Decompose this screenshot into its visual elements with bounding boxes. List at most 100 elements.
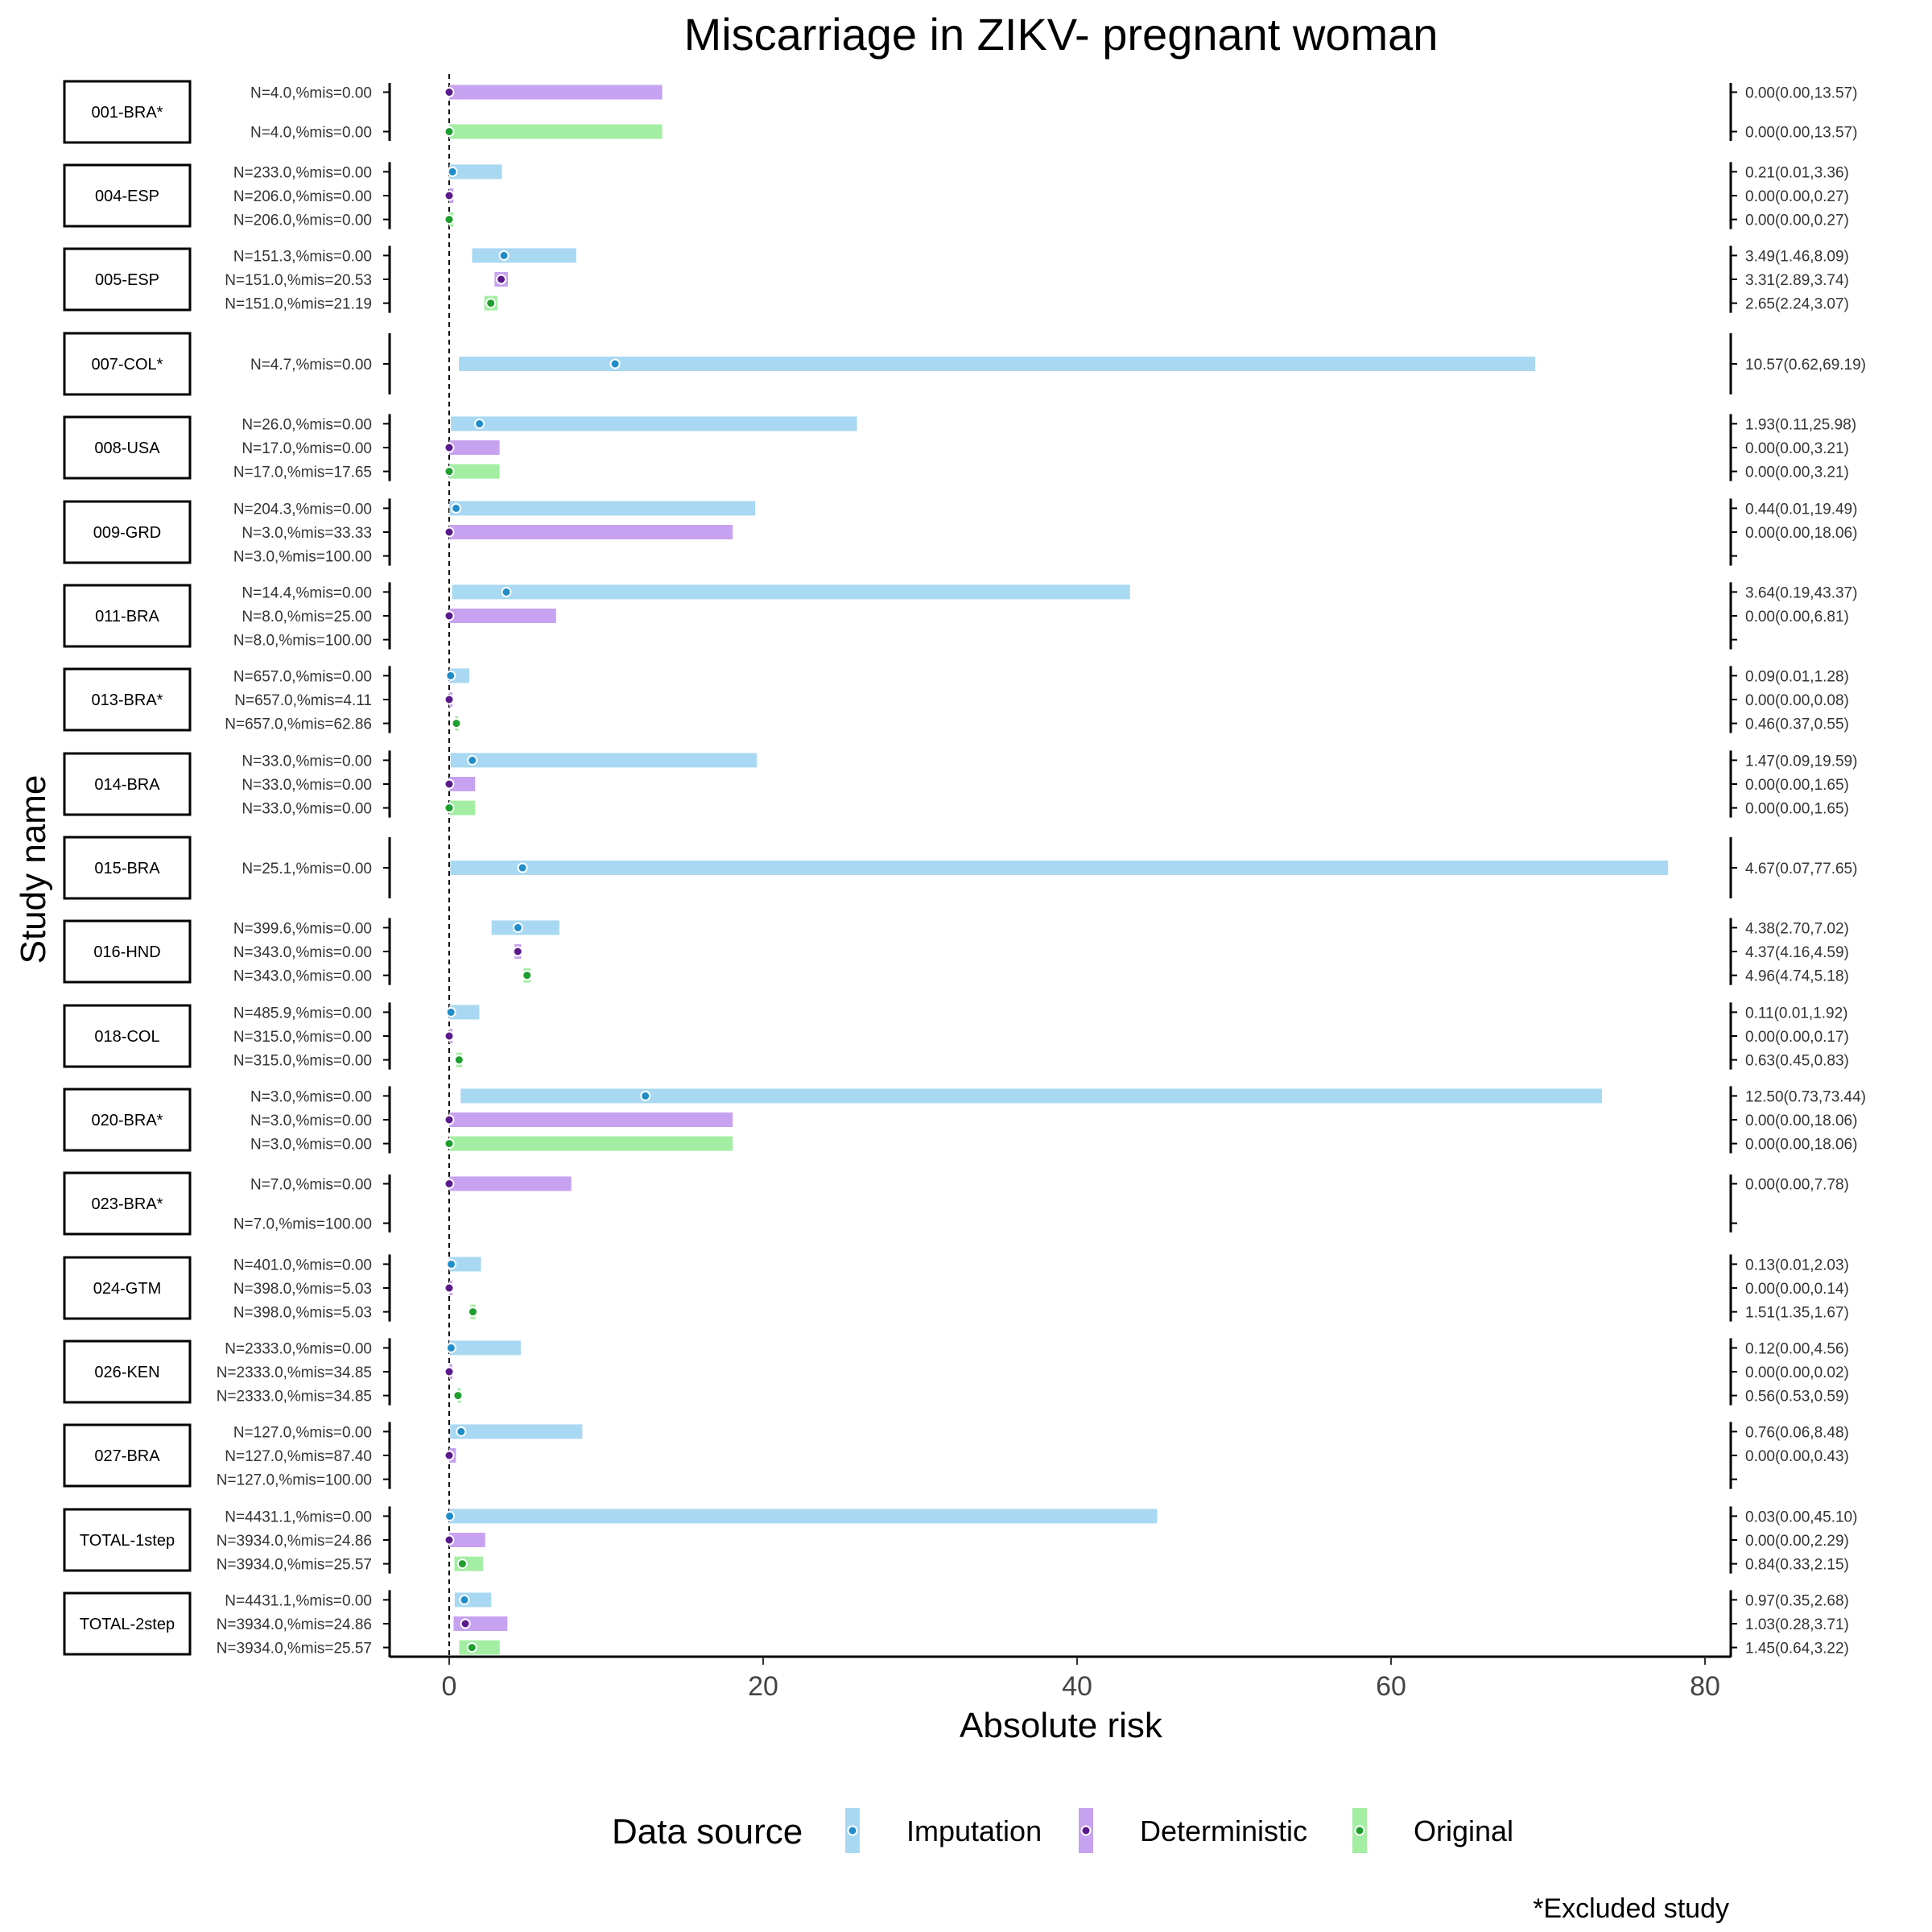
row-ci-label: 0.00(0.00,18.06) — [1745, 525, 1857, 542]
row-sample-label: N=7.0,%mis=100.00 — [233, 1216, 372, 1233]
ci-bar — [449, 85, 663, 100]
study-box — [63, 836, 192, 900]
estimate-point — [460, 1618, 471, 1629]
ci-bar — [449, 164, 502, 180]
row-ci-label: 0.00(0.00,0.08) — [1745, 692, 1849, 709]
ci-bar — [459, 1640, 500, 1655]
ci-bar — [449, 440, 500, 455]
row-ci-label: 0.00(0.00,18.06) — [1745, 1137, 1857, 1154]
row-ci-label: 0.11(0.01,1.92) — [1745, 1005, 1847, 1022]
row-sample-label: N=17.0,%mis=0.00 — [242, 440, 372, 457]
row-ci-label: 0.00(0.00,18.06) — [1745, 1113, 1857, 1129]
row-sample-label: N=127.0,%mis=87.40 — [225, 1448, 372, 1465]
estimate-point — [485, 298, 497, 309]
study-box — [63, 1591, 192, 1656]
row-ci-label: 12.50(0.73,73.44) — [1745, 1088, 1866, 1105]
study-name-label: 013-BRA* — [92, 691, 163, 709]
row-sample-label: N=151.0,%mis=20.53 — [225, 272, 372, 289]
ci-bar — [449, 1113, 733, 1127]
row-sample-label: N=2333.0,%mis=34.85 — [217, 1389, 372, 1406]
study-box — [63, 500, 192, 564]
estimate-point — [451, 718, 462, 729]
ci-bar — [449, 1257, 481, 1272]
row-sample-label: N=8.0,%mis=25.00 — [242, 609, 372, 625]
ci-bar — [449, 1533, 485, 1547]
study-name-label: 016-HND — [93, 943, 160, 961]
row-sample-label: N=398.0,%mis=5.03 — [233, 1281, 372, 1298]
row-ci-label: 0.44(0.01,19.49) — [1745, 501, 1857, 518]
estimate-point — [512, 946, 523, 957]
ci-bar — [459, 357, 1536, 371]
ci-bar — [450, 753, 758, 768]
study-name-label: 014-BRA — [94, 776, 160, 794]
ci-bar — [450, 1424, 583, 1439]
estimate-point — [444, 214, 455, 225]
estimate-point — [452, 1390, 464, 1402]
row-ci-label: 0.00(0.00,1.65) — [1745, 777, 1849, 794]
estimate-point — [522, 970, 533, 981]
study-box — [63, 80, 192, 144]
estimate-point — [444, 778, 455, 790]
estimate-point — [453, 1055, 464, 1066]
row-ci-label: 3.64(0.19,43.37) — [1745, 584, 1857, 601]
row-sample-label: N=8.0,%mis=100.00 — [233, 633, 372, 650]
row-ci-label: 0.00(0.00,0.14) — [1745, 1281, 1849, 1298]
estimate-point — [444, 190, 455, 201]
row-sample-label: N=657.0,%mis=4.11 — [234, 692, 372, 709]
chart-title: Miscarriage in ZIKV- pregnant woman — [684, 9, 1439, 60]
study-box — [63, 1004, 192, 1068]
study-box — [63, 163, 192, 228]
x-tick-label: 60 — [1376, 1671, 1406, 1702]
y-axis-title: Study name — [14, 775, 53, 964]
ci-bar — [452, 584, 1130, 600]
row-sample-label: N=2333.0,%mis=34.85 — [217, 1364, 372, 1381]
row-ci-label: 0.76(0.06,8.48) — [1745, 1424, 1849, 1441]
row-ci-label: 0.00(0.00,0.27) — [1745, 213, 1849, 229]
study-name-label: 004-ESP — [95, 188, 159, 205]
study-name-label: 018-COL — [94, 1028, 159, 1046]
row-sample-label: N=3.0,%mis=0.00 — [250, 1137, 372, 1154]
estimate-point — [467, 1307, 478, 1318]
row-ci-label: 0.21(0.01,3.36) — [1745, 164, 1849, 181]
row-ci-label: 4.38(2.70,7.02) — [1745, 920, 1849, 937]
estimate-point — [445, 670, 456, 681]
row-sample-label: N=33.0,%mis=0.00 — [242, 801, 372, 818]
estimate-point — [456, 1558, 468, 1570]
estimate-point — [444, 1450, 455, 1461]
plot-area: 0 20 40 60 80 001-BRA* N=4.0,%mis=0.00 0.00(0.0… — [63, 74, 1866, 1702]
row-ci-label: 0.00(0.00,2.29) — [1745, 1533, 1849, 1550]
study-box — [63, 667, 192, 732]
study-name-label: 001-BRA* — [92, 104, 163, 122]
row-sample-label: N=3934.0,%mis=24.86 — [217, 1616, 372, 1633]
estimate-point — [496, 274, 507, 285]
row-sample-label: N=204.3,%mis=0.00 — [233, 501, 372, 518]
estimate-point — [444, 610, 455, 621]
row-ci-label: 0.13(0.01,2.03) — [1745, 1257, 1849, 1274]
estimate-point — [444, 466, 455, 477]
row-sample-label: N=206.0,%mis=0.00 — [233, 213, 372, 229]
estimate-point — [444, 1114, 455, 1125]
ci-bar — [472, 248, 576, 263]
ci-bar — [449, 1176, 572, 1191]
study-name-label: 023-BRA* — [92, 1195, 163, 1213]
study-box — [63, 919, 192, 984]
row-ci-label: 1.51(1.35,1.67) — [1745, 1305, 1849, 1322]
ci-bar — [491, 920, 559, 935]
ci-bar — [449, 800, 476, 815]
study-name-label: 008-USA — [94, 440, 160, 457]
estimate-point — [466, 1642, 477, 1653]
row-ci-label: 0.09(0.01,1.28) — [1745, 668, 1849, 685]
row-sample-label: N=343.0,%mis=0.00 — [233, 944, 372, 961]
row-ci-label: 1.03(0.28,3.71) — [1745, 1616, 1849, 1633]
estimate-point — [467, 754, 478, 766]
ci-bar — [449, 1136, 733, 1151]
estimate-point — [456, 1426, 467, 1437]
legend-swatch-dot — [1354, 1825, 1365, 1836]
estimate-point — [446, 1258, 457, 1269]
row-sample-label: N=206.0,%mis=0.00 — [233, 188, 372, 205]
study-box — [63, 1256, 192, 1320]
estimate-point — [445, 1342, 456, 1353]
row-ci-label: 0.00(0.00,13.57) — [1745, 125, 1857, 142]
estimate-point — [444, 1179, 455, 1189]
row-ci-label: 0.12(0.00,4.56) — [1745, 1340, 1849, 1357]
